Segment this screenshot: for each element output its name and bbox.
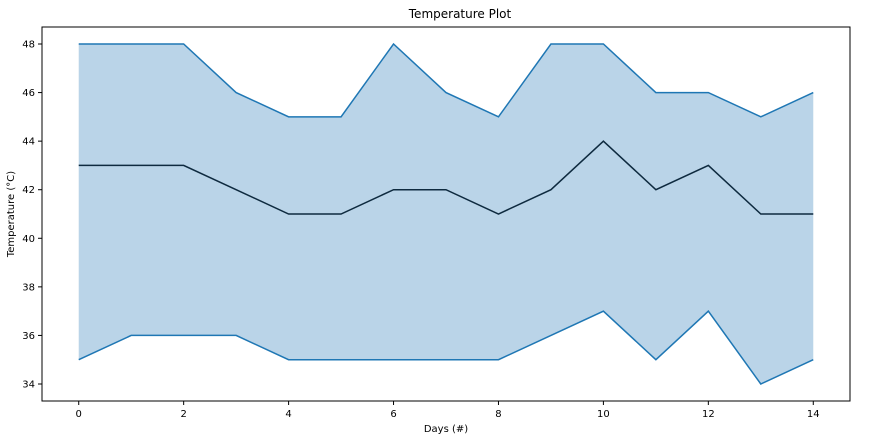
- x-tick-label: 0: [76, 409, 82, 420]
- x-tick-label: 14: [807, 409, 820, 420]
- x-tick-label: 10: [597, 409, 610, 420]
- x-tick-label: 8: [495, 409, 501, 420]
- plot-frame: [41, 26, 851, 402]
- y-tick-label: 46: [22, 88, 35, 99]
- chart-title: Temperature Plot: [408, 7, 512, 21]
- temperature-range-band: [78, 44, 814, 384]
- y-axis-label: Temperature (°C): [6, 171, 17, 258]
- series-line-lower: [78, 310, 814, 385]
- series-line-mean: [78, 140, 814, 215]
- y-tick-label: 44: [22, 137, 35, 148]
- y-tick-label: 48: [22, 40, 35, 51]
- x-tick-label: 2: [180, 409, 186, 420]
- y-tick-label: 40: [22, 234, 35, 245]
- y-tick-label: 34: [22, 380, 35, 391]
- x-tick-label: 6: [390, 409, 396, 420]
- x-tick-label: 4: [285, 409, 291, 420]
- x-tick-label: 12: [702, 409, 715, 420]
- y-tick-label: 42: [22, 185, 35, 196]
- y-tick-label: 36: [22, 331, 35, 342]
- plot-area: [78, 42, 814, 385]
- y-tick-label: 38: [22, 282, 35, 293]
- series-line-upper: [78, 42, 814, 118]
- x-axis-label: Days (#): [424, 424, 468, 435]
